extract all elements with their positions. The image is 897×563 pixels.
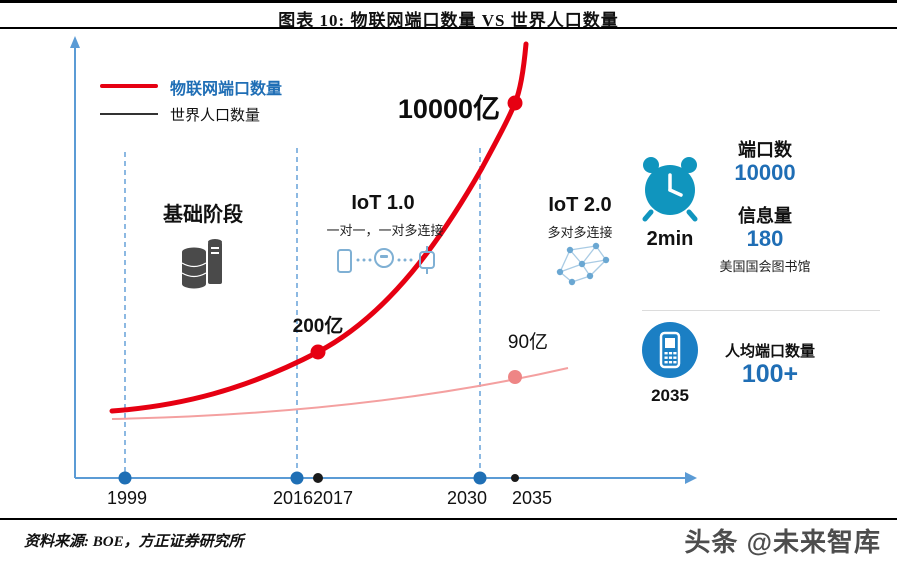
header-top-rule [0, 0, 897, 3]
population-value-label: 90亿 [507, 332, 549, 353]
legend-label-population: 世界人口数量 [170, 107, 261, 124]
per-capita-value: 100+ [741, 360, 799, 388]
legend-line-iot [100, 84, 158, 88]
value-2016-label: 200亿 [292, 316, 344, 337]
port-count-label: 端口数 [738, 140, 792, 160]
x-axis-arrow [685, 472, 697, 484]
tick-2035: 2035 [511, 488, 553, 508]
alarm-clock-icon [642, 157, 698, 222]
axis-blue-dots [118, 471, 487, 485]
phase-iot1-label: IoT 1.0 [351, 192, 415, 214]
header-bottom-rule [0, 27, 897, 29]
panel-divider [642, 310, 880, 311]
network-mesh-icon [556, 242, 610, 286]
watermark: 头条 @未来智库 [684, 527, 881, 557]
tick-2030: 2030 [446, 488, 488, 508]
phase-iot2-subtitle: 多对多连接 [547, 225, 613, 240]
port-count-value: 10000 [734, 160, 796, 185]
population-2035-dot [508, 370, 522, 384]
iot-2016-dot [310, 344, 326, 360]
connected-devices-icon [337, 246, 435, 274]
mobile-phone-icon [642, 322, 698, 378]
peak-value-label: 10000亿 [397, 94, 500, 124]
footer-rule [0, 518, 897, 520]
tick-1999: 1999 [106, 488, 148, 508]
database-server-icon [181, 239, 222, 289]
tick-2016: 2016 [272, 488, 314, 508]
dashed-guides [124, 148, 481, 474]
axis-black-dots [313, 473, 519, 483]
info-volume-note: 美国国会图书馆 [719, 259, 811, 274]
legend-line-population [100, 113, 158, 115]
legend-label-iot: 物联网端口数量 [170, 81, 283, 98]
phase-iot2-label: IoT 2.0 [548, 194, 612, 216]
phone-caption: 2035 [651, 386, 689, 405]
info-volume-value: 180 [746, 226, 784, 251]
phase-foundation-label: 基础阶段 [163, 204, 243, 226]
per-capita-label: 人均端口数量 [724, 343, 815, 360]
axes [74, 44, 688, 479]
info-volume-label: 信息量 [738, 206, 792, 226]
iot-peak-dot [507, 95, 523, 111]
figure-title: 图表 10: 物联网端口数量 VS 世界人口数量 [278, 11, 619, 30]
population-line [111, 367, 569, 420]
clock-caption: 2min [646, 228, 694, 250]
tick-2017: 2017 [312, 488, 354, 508]
phase-iot1-subtitle: 一对一，一对多连接 [326, 223, 444, 238]
source-note: 资料来源: BOE，方正证券研究所 [24, 534, 244, 550]
y-axis-arrow [70, 36, 80, 48]
